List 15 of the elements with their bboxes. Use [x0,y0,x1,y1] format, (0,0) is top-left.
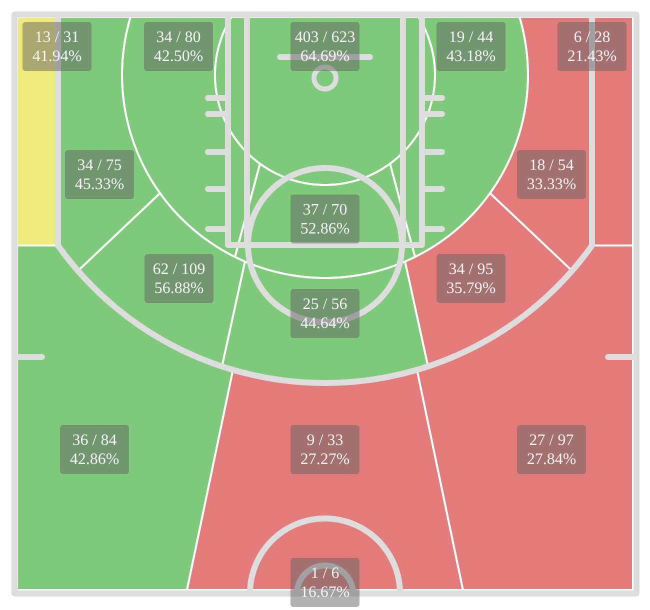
data-label: 19 / 44 43.18% [446,29,496,65]
data-label: 34 / 95 35.79% [446,261,496,297]
data-label: 6 / 28 21.43% [567,29,617,65]
data-label: 36 / 84 42.86% [70,432,120,468]
data-label: 27 / 97 27.84% [526,432,576,468]
data-label: 34 / 80 42.50% [154,29,204,65]
data-label: 25 / 56 44.64% [300,296,350,332]
data-label: 62 / 109 56.88% [152,261,206,297]
data-label: 13 / 31 41.94% [32,29,82,65]
data-label: 1 / 6 16.67% [300,565,350,601]
data-label: 403 / 623 64.69% [294,29,356,65]
data-label: 37 / 70 52.86% [300,202,350,238]
data-label: 34 / 75 45.33% [74,157,124,193]
data-label: 18 / 54 33.33% [526,157,576,193]
data-label: 9 / 33 27.27% [300,432,350,468]
